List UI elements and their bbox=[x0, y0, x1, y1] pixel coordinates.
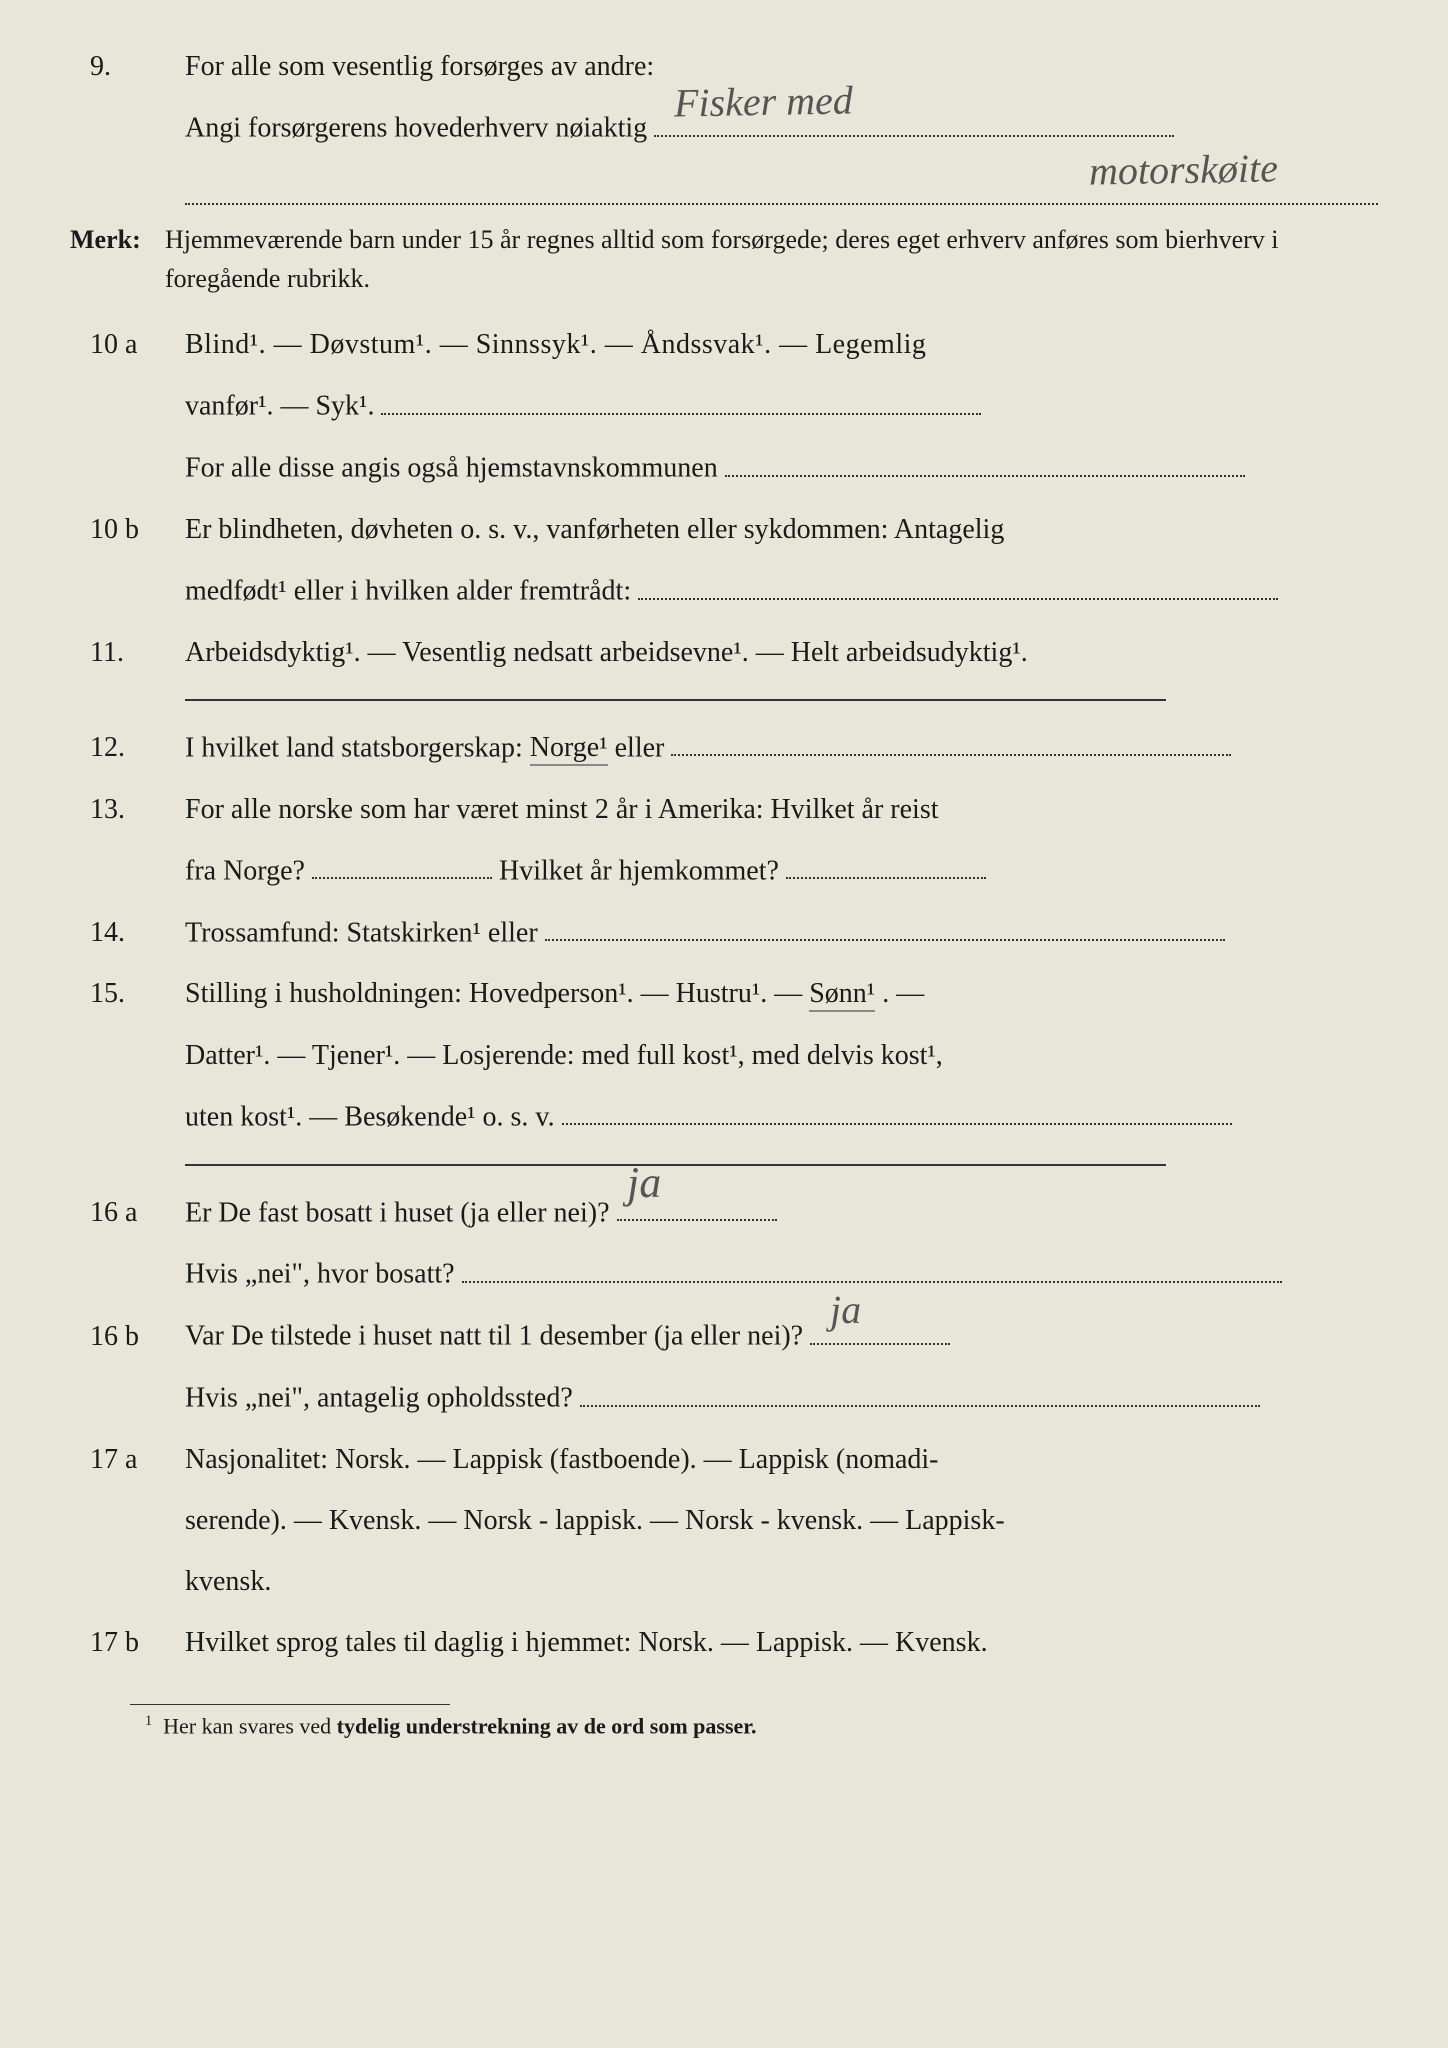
footnote-marker: 1 bbox=[145, 1713, 152, 1729]
q17b-text: Hvilket sprog tales til daglig i hjemmet… bbox=[185, 1616, 1378, 1669]
q9-answer-2: motorskøite bbox=[1088, 130, 1278, 209]
q16a-line1: Er De fast bosatt i huset (ja eller nei)… bbox=[185, 1197, 610, 1228]
q16b-answer-field[interactable]: ja bbox=[810, 1309, 950, 1345]
q12-text-a: I hvilket land statsborgerskap: bbox=[185, 732, 530, 763]
q16a-line2: Hvis „nei", hvor bosatt? bbox=[185, 1259, 455, 1290]
q15-line2: Datter¹. — Tjener¹. — Losjerende: med fu… bbox=[185, 1029, 1378, 1082]
q17b-row: 17 b Hvilket sprog tales til daglig i hj… bbox=[70, 1616, 1378, 1669]
q10a-line3: For alle disse angis også hjemstavnskomm… bbox=[185, 453, 718, 484]
q10a-blank1[interactable] bbox=[381, 379, 981, 415]
q13-row1: 13. For alle norske som har været minst … bbox=[70, 783, 1378, 836]
q9-row3: motorskøite bbox=[70, 163, 1378, 205]
q16b-answer: ja bbox=[829, 1271, 861, 1348]
q15-blank[interactable] bbox=[562, 1090, 1232, 1126]
q15-sonn-selected: Sønn¹ bbox=[809, 978, 875, 1012]
footnote-rule bbox=[130, 1704, 450, 1705]
q10b-row1: 10 b Er blindheten, døvheten o. s. v., v… bbox=[70, 503, 1378, 556]
separator-2 bbox=[185, 1164, 1166, 1166]
q9-answer-field-1[interactable]: Fisker med bbox=[654, 101, 1174, 137]
q10a-opts2: vanfør¹. — Syk¹. bbox=[185, 391, 374, 422]
q15-line1a: Stilling i husholdningen: Hovedperson¹. … bbox=[185, 978, 809, 1009]
q13-line1: For alle norske som har været minst 2 år… bbox=[185, 783, 1378, 836]
q10a-row2: vanfør¹. — Syk¹. bbox=[70, 379, 1378, 433]
q12-row: 12. I hvilket land statsborgerskap: Norg… bbox=[70, 721, 1378, 775]
q17a-row3: kvensk. bbox=[70, 1555, 1378, 1608]
q16a-number: 16 a bbox=[70, 1186, 185, 1239]
q12-number: 12. bbox=[70, 721, 185, 774]
q17a-number: 17 a bbox=[70, 1433, 185, 1486]
q13-number: 13. bbox=[70, 783, 185, 836]
footnote: 1 Her kan svares ved tydelig understrekn… bbox=[70, 1713, 1378, 1739]
q10a-blank2[interactable] bbox=[725, 441, 1245, 477]
census-form-page: 9. For alle som vesentlig forsørges av a… bbox=[0, 0, 1448, 1770]
q16b-number: 16 b bbox=[70, 1310, 185, 1363]
q14-text: Trossamfund: Statskirken¹ eller bbox=[185, 917, 545, 948]
q10a-row1: 10 a Blind¹. — Døvstum¹. — Sinnssyk¹. — … bbox=[70, 318, 1378, 371]
q13-blank1[interactable] bbox=[312, 844, 492, 880]
q13-line2b: Hvilket år hjemkommet? bbox=[499, 855, 779, 886]
q17a-line3: kvensk. bbox=[185, 1555, 1378, 1608]
q15-line1b: . — bbox=[882, 978, 924, 1009]
q17a-line2: serende). — Kvensk. — Norsk - lappisk. —… bbox=[185, 1494, 1378, 1547]
q12-text-c: eller bbox=[615, 732, 665, 763]
q10b-blank[interactable] bbox=[638, 564, 1278, 600]
q14-row: 14. Trossamfund: Statskirken¹ eller bbox=[70, 906, 1378, 960]
q12-blank[interactable] bbox=[671, 721, 1231, 757]
q12-norge: Norge¹ bbox=[530, 732, 608, 766]
q11-number: 11. bbox=[70, 626, 185, 679]
q16b-line2: Hvis „nei", antagelig opholdssted? bbox=[185, 1383, 573, 1414]
q16a-blank2[interactable] bbox=[462, 1247, 1282, 1283]
q10b-text: Er blindheten, døvheten o. s. v., vanfør… bbox=[185, 503, 1378, 556]
q10b-text2: medfødt¹ eller i hvilken alder fremtrådt… bbox=[185, 576, 631, 607]
q17b-number: 17 b bbox=[70, 1616, 185, 1669]
q17a-row1: 17 a Nasjonalitet: Norsk. — Lappisk (fas… bbox=[70, 1433, 1378, 1486]
q16b-blank2[interactable] bbox=[580, 1371, 1260, 1407]
q13-row2: fra Norge? Hvilket år hjemkommet? bbox=[70, 844, 1378, 898]
q10a-number: 10 a bbox=[70, 318, 185, 371]
q10a-opts: Blind¹. — Døvstum¹. — Sinnssyk¹. — Åndss… bbox=[185, 318, 1378, 371]
q13-line2a: fra Norge? bbox=[185, 855, 305, 886]
q16a-answer-field[interactable]: ja bbox=[617, 1186, 777, 1222]
q16a-answer: ja bbox=[626, 1140, 662, 1224]
merk-text: Hjemmeværende barn under 15 år regnes al… bbox=[165, 220, 1378, 298]
q16a-row1: 16 a Er De fast bosatt i huset (ja eller… bbox=[70, 1186, 1378, 1240]
q17a-row2: serende). — Kvensk. — Norsk - lappisk. —… bbox=[70, 1494, 1378, 1547]
q16a-row2: Hvis „nei", hvor bosatt? bbox=[70, 1247, 1378, 1301]
q16b-line1: Var De tilstede i huset natt til 1 desem… bbox=[185, 1321, 803, 1352]
q11-text: Arbeidsdyktig¹. — Vesentlig nedsatt arbe… bbox=[185, 626, 1378, 679]
q16b-row1: 16 b Var De tilstede i huset natt til 1 … bbox=[70, 1309, 1378, 1363]
merk-note: Merk: Hjemmeværende barn under 15 år reg… bbox=[70, 220, 1378, 298]
q10b-number: 10 b bbox=[70, 503, 185, 556]
q16b-row2: Hvis „nei", antagelig opholdssted? bbox=[70, 1371, 1378, 1425]
q15-row3: uten kost¹. — Besøkende¹ o. s. v. bbox=[70, 1090, 1378, 1144]
q15-line3: uten kost¹. — Besøkende¹ o. s. v. bbox=[185, 1101, 555, 1132]
separator-1 bbox=[185, 699, 1166, 701]
q9-number: 9. bbox=[70, 40, 185, 93]
q10b-row2: medfødt¹ eller i hvilken alder fremtrådt… bbox=[70, 564, 1378, 618]
merk-label: Merk: bbox=[70, 220, 165, 298]
q9-answer-1: Fisker med bbox=[673, 62, 853, 141]
q9-answer-field-2[interactable]: motorskøite bbox=[185, 163, 1378, 205]
q15-row2: Datter¹. — Tjener¹. — Losjerende: med fu… bbox=[70, 1029, 1378, 1082]
q15-number: 15. bbox=[70, 967, 185, 1020]
q13-blank2[interactable] bbox=[786, 844, 986, 880]
q11-row: 11. Arbeidsdyktig¹. — Vesentlig nedsatt … bbox=[70, 626, 1378, 679]
q14-blank[interactable] bbox=[545, 906, 1225, 942]
q9-label: Angi forsørgerens hovederhverv nøiaktig bbox=[185, 113, 647, 144]
q10a-row3: For alle disse angis også hjemstavnskomm… bbox=[70, 441, 1378, 495]
q14-number: 14. bbox=[70, 906, 185, 959]
footnote-text: Her kan svares ved tydelig understreknin… bbox=[163, 1714, 756, 1739]
q15-row1: 15. Stilling i husholdningen: Hovedperso… bbox=[70, 967, 1378, 1020]
q17a-line1: Nasjonalitet: Norsk. — Lappisk (fastboen… bbox=[185, 1433, 1378, 1486]
